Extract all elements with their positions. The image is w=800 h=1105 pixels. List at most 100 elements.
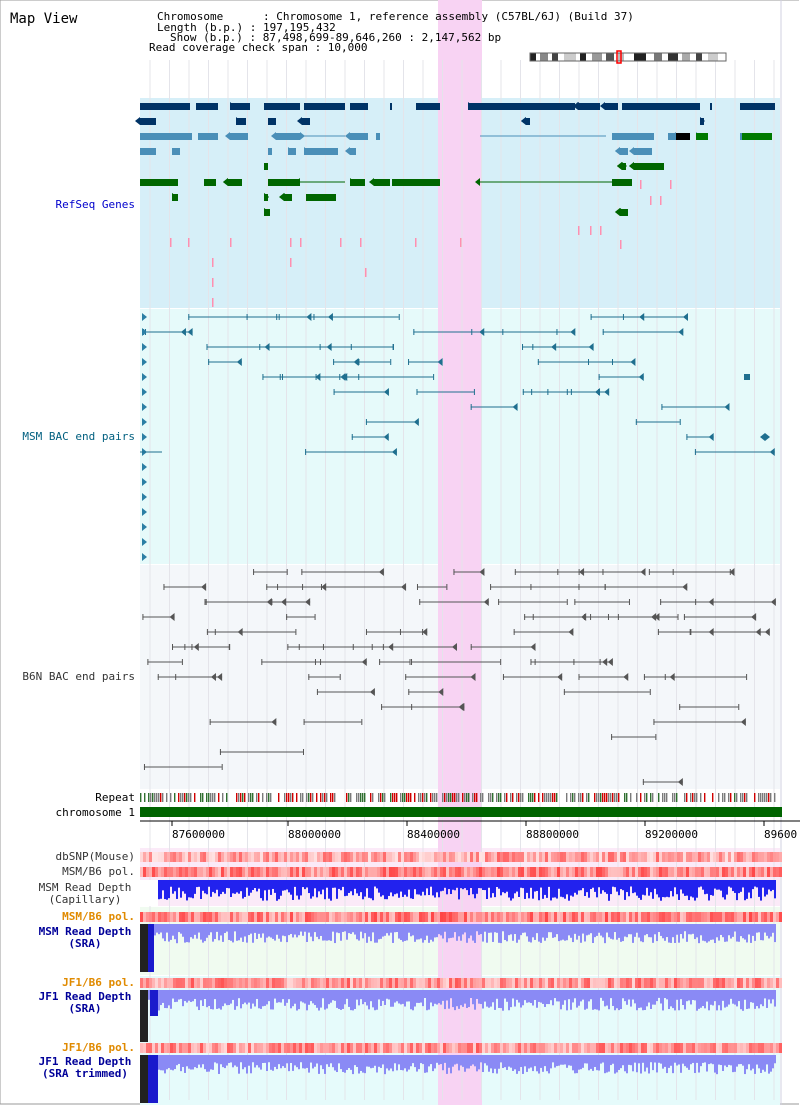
polymorphism-cell: [767, 852, 770, 862]
polymorphism-cell: [185, 1043, 188, 1053]
read-depth-bar: [294, 880, 296, 887]
polymorphism-cell: [434, 978, 437, 988]
repeat-mark: [504, 793, 506, 802]
read-depth-bar: [592, 880, 594, 888]
read-depth-bar: [258, 880, 260, 889]
read-depth-bar: [538, 1055, 540, 1074]
msm-bac-end-pairs-label[interactable]: MSM BAC end pairs: [22, 430, 135, 443]
bac-end-arrow: [237, 628, 243, 636]
polymorphism-cell: [419, 1043, 422, 1053]
polymorphism-cell: [491, 867, 494, 877]
polymorphism-cell: [770, 912, 773, 922]
read-depth-bar: [378, 990, 380, 1000]
polymorphism-cell: [248, 912, 251, 922]
polymorphism-cell: [239, 867, 242, 877]
read-depth-bar: [750, 990, 752, 1003]
read-depth-bar: [216, 1055, 218, 1064]
read-depth-bar: [188, 880, 190, 898]
repeat-mark: [582, 793, 584, 802]
repeat-mark: [290, 793, 292, 802]
read-depth-bar: [680, 1055, 682, 1073]
bac-end: [473, 389, 475, 395]
read-depth-bar: [400, 1055, 402, 1071]
polymorphism-cell: [701, 912, 704, 922]
polymorphism-cell: [533, 1043, 536, 1053]
polymorphism-cell: [671, 912, 674, 922]
polymorphism-cell: [590, 852, 593, 862]
polymorphism-cell: [503, 912, 506, 922]
polymorphism-cell: [182, 867, 185, 877]
polymorphism-cell: [332, 912, 335, 922]
polymorphism-cell: [350, 1043, 353, 1053]
read-depth-bar: [308, 1055, 310, 1073]
read-depth-bar: [598, 1055, 600, 1071]
polymorphism-cell: [590, 912, 593, 922]
read-depth-bar: [216, 990, 218, 1009]
read-depth-bar: [630, 924, 632, 935]
read-depth-bar: [162, 1055, 164, 1071]
read-depth-bar: [618, 924, 620, 938]
read-depth-bar: [488, 924, 490, 933]
polymorphism-cell: [269, 1043, 272, 1053]
polymorphism-cell: [410, 912, 413, 922]
polymorphism-cell: [761, 1043, 764, 1053]
polymorphism-cell: [479, 912, 482, 922]
polymorphism-cell: [185, 867, 188, 877]
read-depth-bar: [568, 880, 570, 901]
bac-end: [191, 644, 193, 650]
bac-end: [305, 449, 307, 455]
read-depth-bar: [360, 990, 362, 1000]
read-depth-bar: [246, 880, 248, 888]
read-depth-bar: [764, 880, 766, 897]
refseq-genes-label[interactable]: RefSeq Genes: [55, 198, 135, 211]
read-depth-bar: [748, 990, 750, 1009]
read-depth-bar: [588, 880, 590, 898]
polymorphism-cell: [629, 978, 632, 988]
polymorphism-cell: [335, 1043, 338, 1053]
read-depth-bar: [750, 924, 752, 943]
read-depth-bar: [684, 990, 686, 1010]
read-depth-bar: [266, 1055, 268, 1072]
axis-tick-label: 89600: [764, 828, 798, 841]
b6n-bac-end-pairs-label[interactable]: B6N BAC end pairs: [22, 670, 135, 683]
polymorphism-cell: [599, 867, 602, 877]
bac-end: [361, 719, 363, 725]
read-depth-bar: [736, 1055, 738, 1067]
bac-end-arrow: [479, 328, 485, 336]
repeat-mark: [610, 793, 612, 802]
polymorphism-cell: [164, 912, 167, 922]
polymorphism-cell: [293, 1043, 296, 1053]
repeat-mark: [270, 793, 272, 802]
read-depth-bar: [662, 880, 664, 898]
polymorphism-cell: [698, 912, 701, 922]
read-depth-bar: [668, 990, 670, 1010]
read-depth-bar: [158, 1055, 160, 1070]
repeat-mark: [774, 793, 776, 802]
polymorphism-cell: [587, 852, 590, 862]
polymorphism-cell: [401, 852, 404, 862]
polymorphism-cell: [188, 912, 191, 922]
read-depth-bar: [572, 880, 574, 897]
read-depth-bar: [472, 1055, 474, 1065]
polymorphism-cell: [587, 1043, 590, 1053]
read-depth-bar: [592, 990, 594, 1010]
polymorphism-cell: [440, 912, 443, 922]
polymorphism-cell: [299, 978, 302, 988]
read-depth-bar: [748, 880, 750, 893]
polymorphism-cell: [611, 1043, 614, 1053]
bac-end-arrow: [142, 418, 147, 426]
bac-end: [221, 764, 223, 770]
read-depth-bar: [204, 880, 206, 894]
polymorphism-cell: [680, 978, 683, 988]
polymorphism-cell: [647, 912, 650, 922]
polymorphism-cell: [611, 978, 614, 988]
read-depth-bar: [698, 1055, 700, 1073]
polymorphism-cell: [638, 852, 641, 862]
read-depth-bar: [562, 990, 564, 1005]
polymorphism-cell: [638, 867, 641, 877]
read-depth-bar: [716, 924, 718, 938]
polymorphism-cell: [467, 852, 470, 862]
read-depth-bar: [422, 924, 424, 943]
read-depth-bar: [216, 880, 218, 890]
